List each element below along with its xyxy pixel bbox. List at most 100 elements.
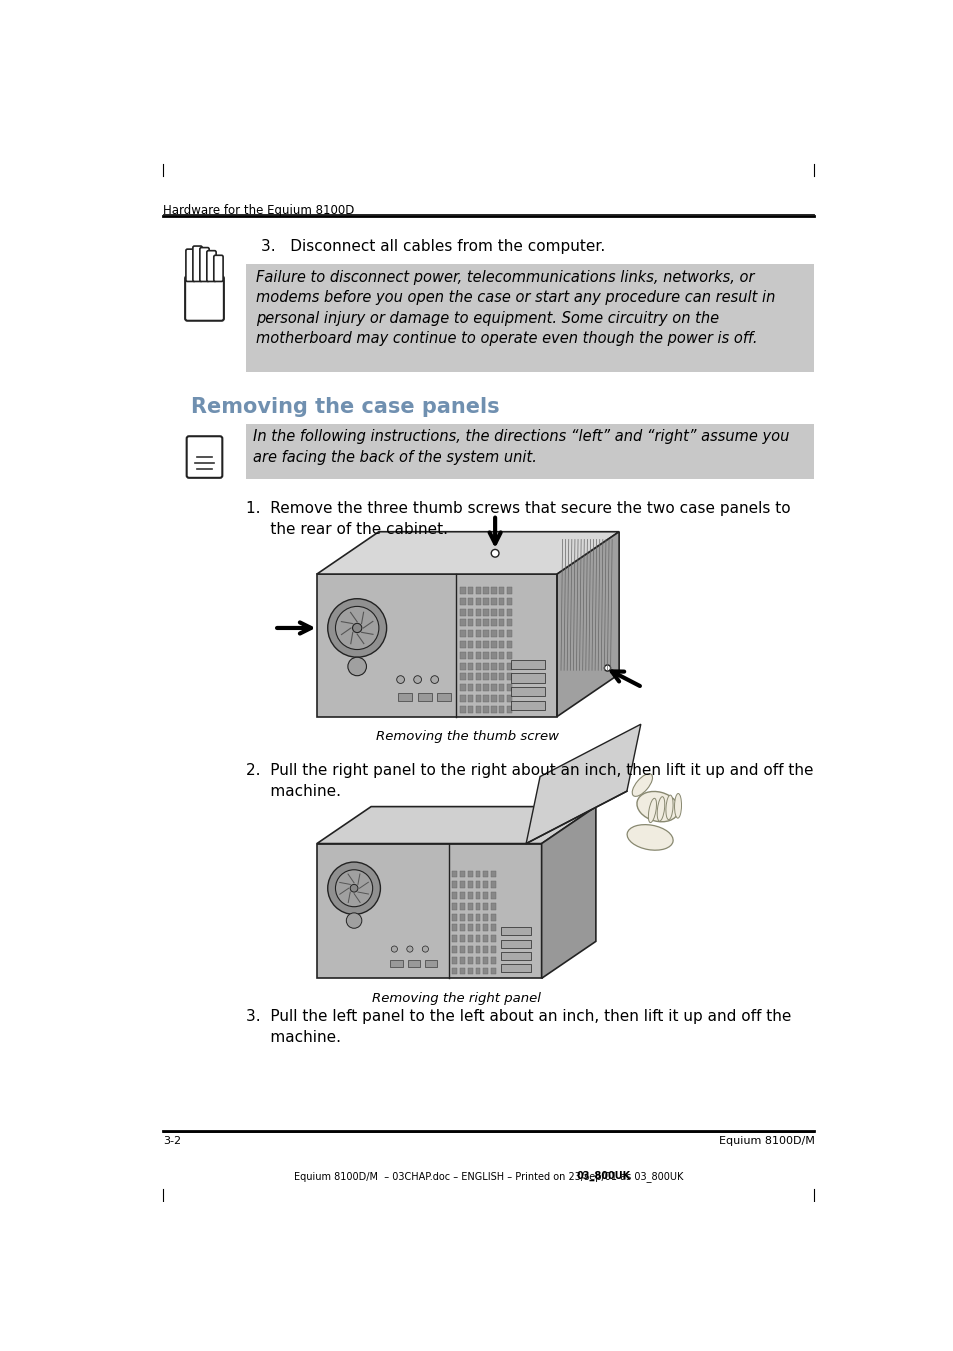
Circle shape xyxy=(431,676,438,684)
Bar xyxy=(459,881,464,888)
Bar xyxy=(483,924,488,931)
Circle shape xyxy=(491,550,498,557)
Bar xyxy=(491,620,497,627)
FancyBboxPatch shape xyxy=(185,276,224,320)
Circle shape xyxy=(422,946,428,952)
Ellipse shape xyxy=(674,793,680,819)
Bar xyxy=(468,881,472,888)
Bar xyxy=(459,684,465,692)
Bar xyxy=(498,609,504,616)
Bar xyxy=(459,588,465,594)
Bar xyxy=(506,609,512,616)
Text: Hardware for the Equium 8100D: Hardware for the Equium 8100D xyxy=(163,204,355,218)
Bar xyxy=(476,642,480,648)
Bar xyxy=(468,935,472,942)
Circle shape xyxy=(350,885,357,892)
Circle shape xyxy=(604,665,610,671)
Circle shape xyxy=(414,676,421,684)
Text: Equium 8100D/M  – 03CHAP.doc – ENGLISH – Printed on 23/sep/01 as 03_800UK: Equium 8100D/M – 03CHAP.doc – ENGLISH – … xyxy=(294,1171,683,1182)
Bar xyxy=(452,967,456,974)
Bar xyxy=(476,881,480,888)
Bar xyxy=(506,705,512,713)
Bar xyxy=(506,662,512,670)
Bar xyxy=(483,967,488,974)
Bar xyxy=(468,694,473,703)
Bar xyxy=(498,642,504,648)
Ellipse shape xyxy=(637,792,679,821)
Bar xyxy=(483,892,488,898)
Bar xyxy=(483,913,488,920)
Bar xyxy=(459,673,465,681)
Ellipse shape xyxy=(665,796,673,820)
Polygon shape xyxy=(557,532,618,716)
Bar xyxy=(468,662,473,670)
Bar xyxy=(452,870,456,877)
Bar xyxy=(476,598,480,605)
Bar xyxy=(498,673,504,681)
Bar xyxy=(417,693,431,701)
Circle shape xyxy=(335,607,378,650)
FancyBboxPatch shape xyxy=(186,249,195,281)
Bar xyxy=(459,967,464,974)
Bar xyxy=(459,924,464,931)
Bar xyxy=(468,651,473,659)
Bar xyxy=(491,870,496,877)
Bar xyxy=(491,609,497,616)
Bar xyxy=(506,694,512,703)
Bar xyxy=(491,642,497,648)
Bar xyxy=(476,694,480,703)
Bar xyxy=(506,620,512,627)
Bar xyxy=(491,598,497,605)
Text: 03_800UK: 03_800UK xyxy=(576,1171,630,1181)
Bar xyxy=(245,424,814,480)
Ellipse shape xyxy=(648,798,656,823)
Bar xyxy=(483,673,488,681)
Polygon shape xyxy=(525,724,640,843)
Circle shape xyxy=(396,676,404,684)
FancyBboxPatch shape xyxy=(207,251,216,281)
Bar xyxy=(510,659,545,669)
FancyBboxPatch shape xyxy=(187,436,222,478)
Bar xyxy=(500,965,530,973)
Bar xyxy=(452,902,456,909)
Bar xyxy=(483,957,488,963)
Bar xyxy=(500,940,530,947)
Circle shape xyxy=(391,946,397,952)
Bar xyxy=(491,957,496,963)
Bar xyxy=(498,631,504,638)
Bar xyxy=(452,935,456,942)
Bar xyxy=(468,598,473,605)
Bar xyxy=(245,263,814,372)
Ellipse shape xyxy=(657,797,664,821)
Bar xyxy=(468,684,473,692)
Bar xyxy=(510,701,545,711)
Text: 3.  Pull the left panel to the left about an inch, then lift it up and off the
 : 3. Pull the left panel to the left about… xyxy=(245,1009,790,1046)
Text: 3-2: 3-2 xyxy=(163,1136,181,1146)
Circle shape xyxy=(348,657,366,676)
Bar xyxy=(468,642,473,648)
Text: Equium 8100D/M: Equium 8100D/M xyxy=(718,1136,814,1146)
Bar xyxy=(459,620,465,627)
Bar xyxy=(468,957,472,963)
Polygon shape xyxy=(316,843,541,978)
Bar xyxy=(468,705,473,713)
Bar xyxy=(459,694,465,703)
Bar xyxy=(483,946,488,952)
Bar xyxy=(459,642,465,648)
Bar xyxy=(500,928,530,935)
Bar xyxy=(476,588,480,594)
Bar xyxy=(498,620,504,627)
Bar xyxy=(468,892,472,898)
Bar xyxy=(498,598,504,605)
Text: Failure to disconnect power, telecommunications links, networks, or
modems befor: Failure to disconnect power, telecommuni… xyxy=(256,270,775,346)
Bar xyxy=(452,913,456,920)
Bar xyxy=(498,684,504,692)
Bar xyxy=(506,651,512,659)
Bar xyxy=(491,924,496,931)
Bar xyxy=(468,673,473,681)
Bar xyxy=(491,694,497,703)
Text: Removing the thumb screw: Removing the thumb screw xyxy=(376,731,558,743)
Bar xyxy=(452,946,456,952)
Bar xyxy=(483,588,488,594)
Bar xyxy=(483,631,488,638)
